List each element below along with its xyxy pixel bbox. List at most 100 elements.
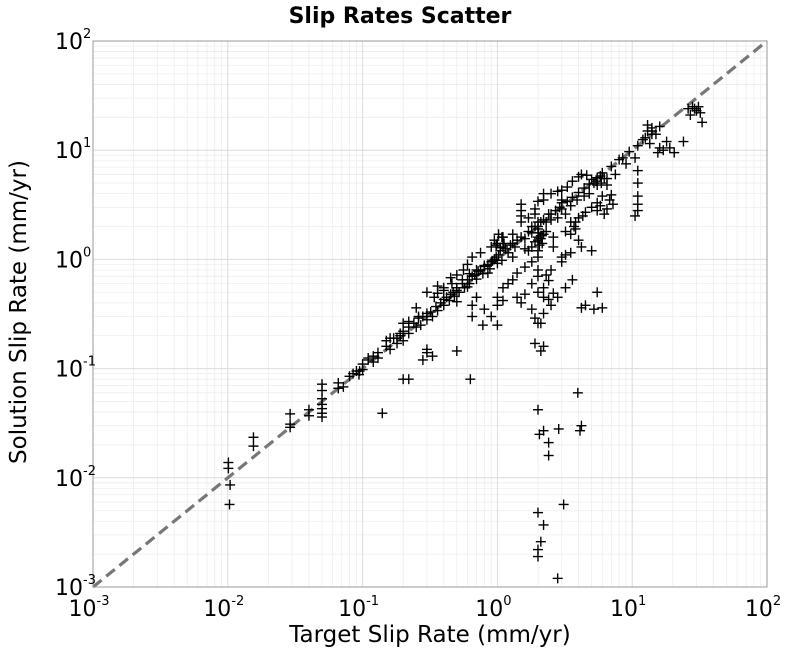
data-point (432, 305, 443, 316)
grid (92, 40, 768, 588)
data-point (588, 304, 599, 315)
data-point (529, 338, 540, 349)
data-point (471, 264, 482, 275)
data-point (575, 425, 586, 436)
data-point (385, 344, 396, 355)
data-point (223, 463, 234, 474)
data-point (538, 425, 549, 436)
data-point (486, 311, 497, 322)
data-point (685, 110, 696, 121)
data-point (548, 241, 559, 252)
data-point (584, 179, 595, 190)
data-point (451, 345, 462, 356)
data-point (432, 288, 443, 299)
data-point (552, 186, 563, 197)
data-point (560, 282, 571, 293)
data-point (526, 304, 537, 315)
data-point (532, 264, 543, 275)
data-point (457, 274, 468, 285)
data-point (317, 412, 328, 423)
data-point (303, 410, 314, 421)
data-point (632, 178, 643, 189)
data-point (581, 170, 592, 181)
data-point (621, 158, 632, 169)
y-tick-label: 10-2 (55, 464, 96, 492)
data-point (471, 292, 482, 303)
data-point (607, 199, 618, 210)
data-point (606, 161, 617, 172)
data-point (248, 432, 259, 443)
data-point (630, 152, 641, 163)
data-point (586, 174, 597, 185)
data-point (516, 199, 527, 210)
data-point (597, 302, 608, 313)
data-point (654, 121, 665, 132)
data-point (503, 247, 514, 258)
data-point (381, 335, 392, 346)
data-point (462, 259, 473, 270)
data-point (467, 300, 478, 311)
data-point (427, 311, 438, 322)
x-tick-label: 10-3 (69, 594, 110, 622)
data-point (552, 573, 563, 584)
data-point (562, 182, 573, 193)
y-tick-label: 100 (55, 245, 91, 273)
y-tick-label: 10-3 (55, 573, 96, 601)
data-point (532, 551, 543, 562)
data-point (584, 188, 595, 199)
data-point (338, 381, 349, 392)
data-point (462, 281, 473, 292)
data-point (552, 292, 563, 303)
data-point (568, 221, 579, 232)
data-point (421, 287, 432, 298)
data-point (479, 304, 490, 315)
data-point (507, 274, 518, 285)
data-point (532, 318, 543, 329)
data-point (372, 353, 383, 364)
data-point (577, 210, 588, 221)
data-point (538, 292, 549, 303)
data-point (640, 132, 651, 143)
data-point (471, 274, 482, 285)
data-point (491, 240, 502, 251)
data-point (543, 437, 554, 448)
data-point (403, 374, 414, 385)
data-point (529, 203, 540, 214)
data-point (415, 320, 426, 331)
data-point (560, 209, 571, 220)
data-point (285, 408, 296, 419)
data-point (427, 351, 438, 362)
data-points (223, 101, 708, 584)
data-point (543, 275, 554, 286)
data-point (567, 274, 578, 285)
data-point (596, 178, 607, 189)
data-point (458, 264, 469, 275)
data-point (464, 268, 475, 279)
data-point (532, 252, 543, 263)
data-point (512, 292, 523, 303)
data-point (586, 245, 597, 256)
data-point (248, 441, 259, 452)
data-point (489, 235, 500, 246)
data-point (344, 371, 355, 382)
data-point (467, 252, 478, 263)
data-point (224, 499, 235, 510)
y-tick-labels: 10-3 10-2 10-1 100 101 102 (55, 27, 96, 601)
data-point (516, 297, 527, 308)
data-point (526, 221, 537, 232)
data-point (652, 147, 663, 158)
data-point (576, 420, 587, 431)
data-point (493, 249, 504, 260)
data-point (538, 519, 549, 530)
data-point (586, 202, 597, 213)
data-point (572, 387, 583, 398)
data-point (523, 212, 534, 223)
data-point (482, 268, 493, 279)
data-point (546, 264, 557, 275)
data-point (565, 200, 576, 211)
data-point (543, 294, 554, 305)
data-point (497, 282, 508, 293)
data-point (496, 232, 507, 243)
data-point (505, 240, 516, 251)
